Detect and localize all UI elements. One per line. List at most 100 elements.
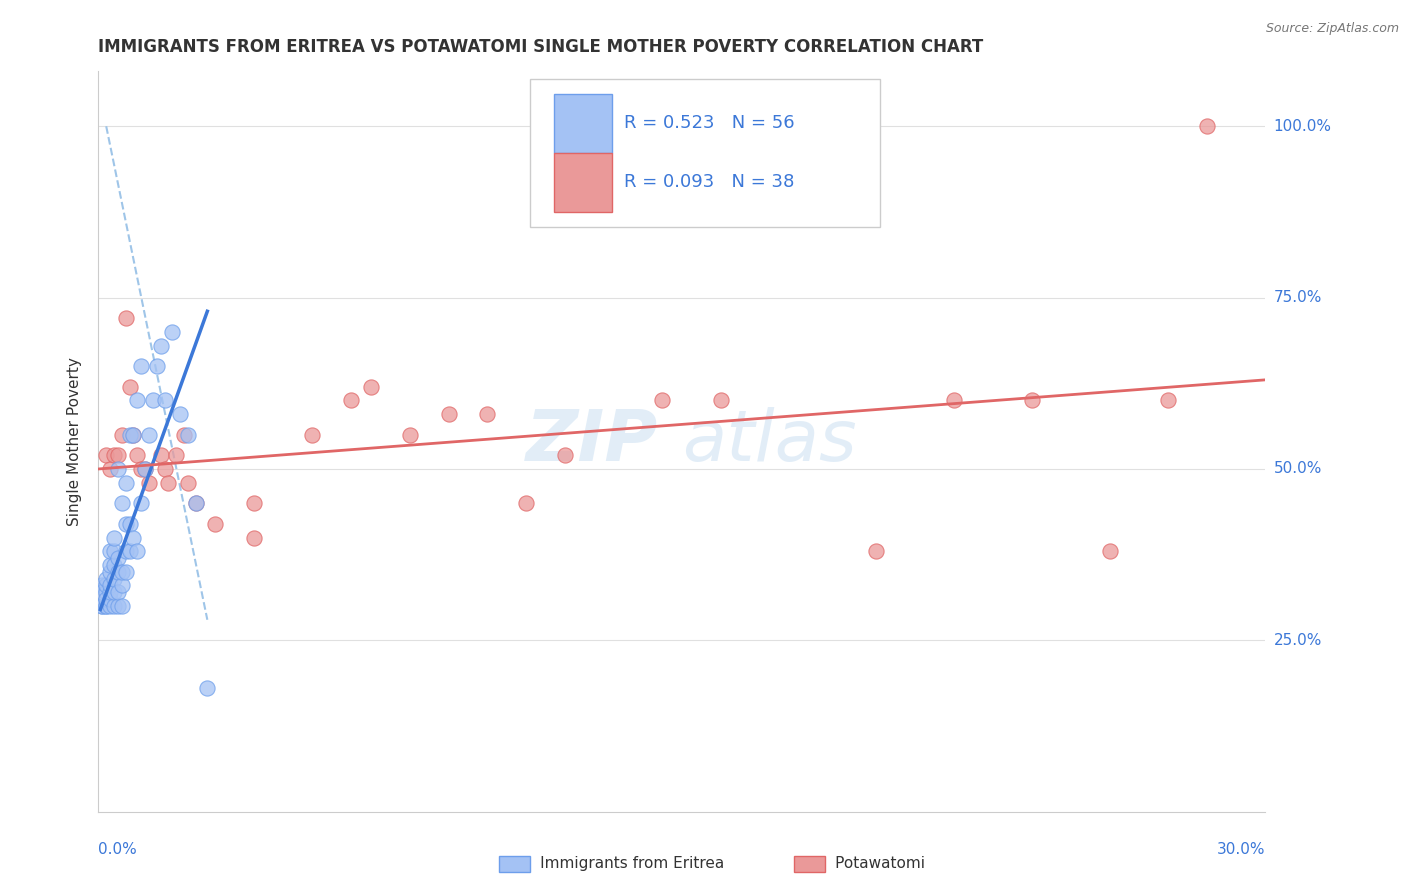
Point	[103, 572, 125, 586]
Point	[184, 496, 207, 510]
Point	[103, 531, 125, 545]
Point	[437, 407, 460, 421]
Text: 75.0%: 75.0%	[1274, 290, 1322, 305]
Point	[184, 496, 207, 510]
Point	[177, 427, 200, 442]
Point	[98, 558, 121, 572]
Text: R = 0.093   N = 38: R = 0.093 N = 38	[624, 173, 794, 192]
Point	[122, 531, 145, 545]
Point	[138, 427, 160, 442]
Point	[98, 544, 121, 558]
Point	[103, 558, 125, 572]
Point	[91, 599, 114, 613]
Point	[340, 393, 363, 408]
Text: 50.0%: 50.0%	[1274, 461, 1322, 476]
Point	[1098, 544, 1121, 558]
Point	[177, 475, 200, 490]
Point	[107, 551, 129, 566]
Point	[173, 427, 195, 442]
Point	[710, 393, 733, 408]
Text: 100.0%: 100.0%	[1274, 119, 1331, 134]
Point	[243, 496, 266, 510]
Point	[153, 462, 176, 476]
Point	[111, 496, 134, 510]
Point	[111, 427, 134, 442]
Point	[111, 578, 134, 592]
Text: atlas: atlas	[682, 407, 856, 476]
Point	[103, 599, 125, 613]
Text: 0.0%: 0.0%	[98, 842, 138, 857]
Point	[127, 544, 149, 558]
Point	[134, 462, 156, 476]
Point	[865, 544, 887, 558]
Point	[98, 585, 121, 599]
FancyBboxPatch shape	[554, 94, 612, 153]
Point	[122, 427, 145, 442]
Point	[1157, 393, 1180, 408]
Point	[96, 592, 118, 607]
Point	[91, 578, 114, 592]
Point	[301, 427, 323, 442]
Point	[98, 592, 121, 607]
Point	[243, 531, 266, 545]
Point	[118, 380, 141, 394]
Point	[142, 393, 165, 408]
Point	[91, 599, 114, 613]
Y-axis label: Single Mother Poverty: Single Mother Poverty	[67, 357, 83, 526]
Point	[129, 462, 152, 476]
Point	[398, 427, 420, 442]
Point	[651, 393, 673, 408]
Point	[153, 393, 176, 408]
Text: 25.0%: 25.0%	[1274, 632, 1322, 648]
Point	[204, 516, 226, 531]
Point	[103, 448, 125, 462]
FancyBboxPatch shape	[554, 153, 612, 212]
Point	[98, 599, 121, 613]
Point	[107, 462, 129, 476]
Text: 30.0%: 30.0%	[1218, 842, 1265, 857]
Point	[114, 311, 136, 326]
Point	[96, 578, 118, 592]
Point	[107, 448, 129, 462]
Point	[1021, 393, 1043, 408]
FancyBboxPatch shape	[530, 78, 880, 227]
Text: Immigrants from Eritrea: Immigrants from Eritrea	[506, 856, 724, 871]
Point	[98, 462, 121, 476]
Point	[162, 325, 184, 339]
Point	[149, 448, 172, 462]
Point	[98, 565, 121, 579]
Point	[107, 599, 129, 613]
Point	[96, 585, 118, 599]
Point	[103, 585, 125, 599]
Point	[943, 393, 966, 408]
Text: ZIP: ZIP	[526, 407, 658, 476]
Point	[515, 496, 537, 510]
Point	[114, 565, 136, 579]
Text: IMMIGRANTS FROM ERITREA VS POTAWATOMI SINGLE MOTHER POVERTY CORRELATION CHART: IMMIGRANTS FROM ERITREA VS POTAWATOMI SI…	[98, 38, 984, 56]
Point	[149, 338, 172, 352]
Point	[111, 565, 134, 579]
Point	[118, 544, 141, 558]
Point	[118, 427, 141, 442]
Point	[114, 544, 136, 558]
Point	[96, 599, 118, 613]
Point	[96, 599, 118, 613]
Point	[118, 516, 141, 531]
Point	[360, 380, 382, 394]
Point	[107, 565, 129, 579]
Point	[134, 462, 156, 476]
Point	[122, 427, 145, 442]
Point	[477, 407, 499, 421]
Point	[195, 681, 218, 696]
Point	[114, 475, 136, 490]
Point	[96, 572, 118, 586]
Point	[127, 393, 149, 408]
Point	[114, 516, 136, 531]
Point	[554, 448, 576, 462]
Point	[146, 359, 169, 373]
Point	[129, 359, 152, 373]
Point	[91, 585, 114, 599]
Point	[127, 448, 149, 462]
Text: Source: ZipAtlas.com: Source: ZipAtlas.com	[1265, 22, 1399, 36]
Point	[96, 448, 118, 462]
